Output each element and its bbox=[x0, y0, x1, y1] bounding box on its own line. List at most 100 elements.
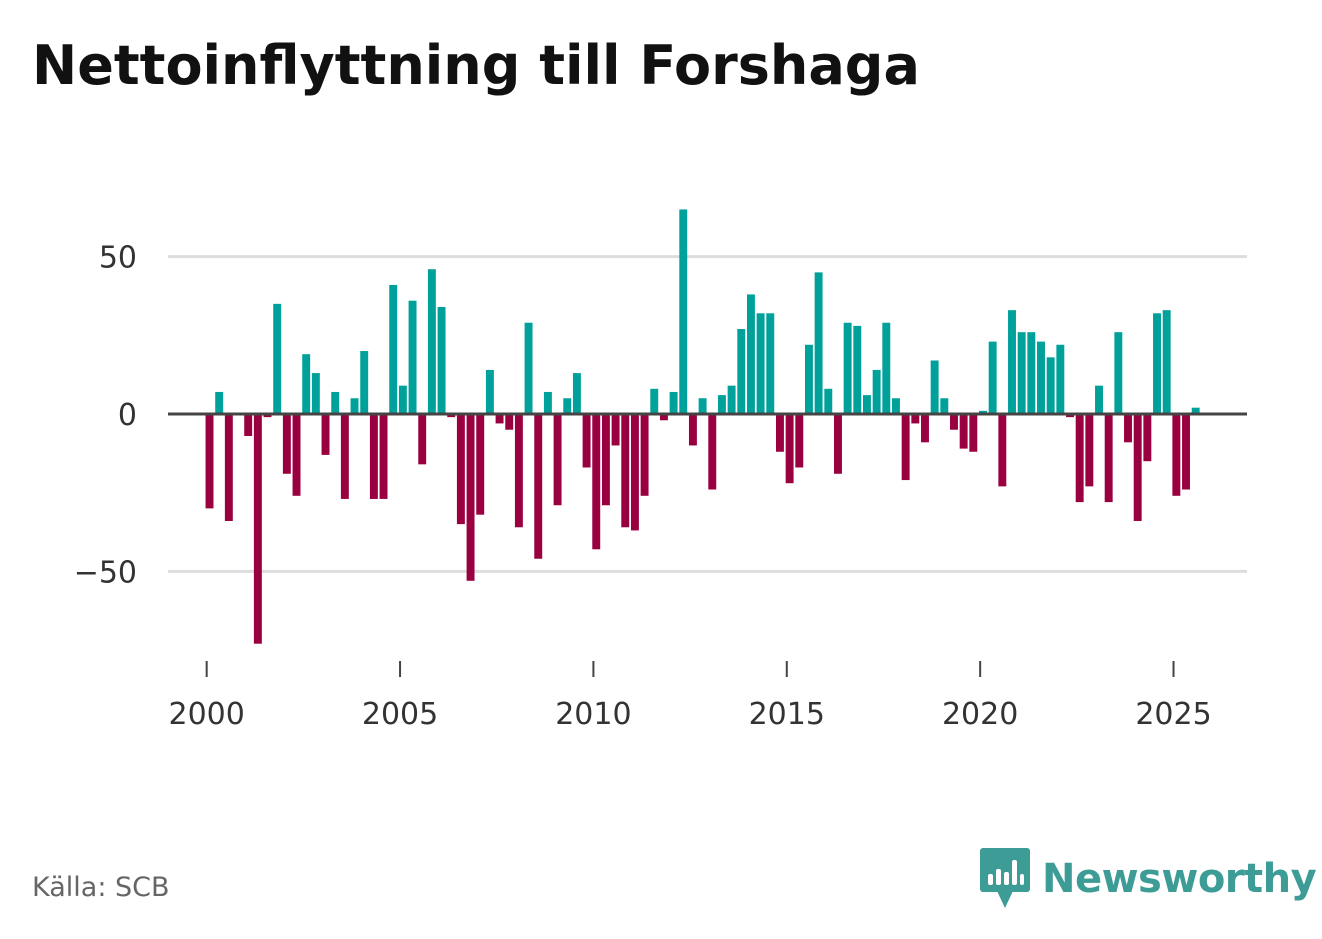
bar bbox=[630, 413, 639, 531]
x-tick-label: 2010 bbox=[555, 697, 631, 732]
bar bbox=[1114, 332, 1123, 414]
bar bbox=[1008, 310, 1016, 414]
bar bbox=[1075, 413, 1084, 503]
bar bbox=[708, 413, 717, 490]
x-tick-label: 2025 bbox=[1135, 697, 1211, 732]
bar bbox=[224, 413, 233, 521]
bar bbox=[418, 413, 427, 465]
bar bbox=[727, 385, 736, 414]
bar bbox=[1182, 413, 1190, 490]
bars bbox=[205, 209, 1200, 644]
bar bbox=[282, 413, 291, 474]
bar bbox=[1037, 341, 1045, 414]
bar bbox=[563, 398, 572, 414]
bar bbox=[476, 413, 485, 515]
bar bbox=[785, 413, 794, 484]
bar bbox=[331, 391, 340, 414]
bar bbox=[804, 344, 813, 414]
x-tick-label: 2015 bbox=[749, 697, 825, 732]
bar bbox=[911, 413, 920, 424]
bar bbox=[592, 413, 601, 550]
bar bbox=[795, 413, 804, 468]
axes: −50 0 50 2000 2005 2010 2015 2020 2025 bbox=[74, 241, 1247, 732]
bar bbox=[311, 373, 320, 414]
bar bbox=[398, 385, 407, 414]
bar bbox=[950, 413, 958, 430]
bar bbox=[930, 360, 939, 414]
bar bbox=[321, 413, 330, 455]
bar bbox=[901, 413, 910, 481]
bar bbox=[737, 329, 746, 414]
bar bbox=[1191, 407, 1200, 414]
x-tick-label: 2020 bbox=[942, 697, 1018, 732]
bar bbox=[717, 395, 726, 414]
bar bbox=[766, 313, 775, 414]
bar bbox=[988, 341, 997, 414]
bar bbox=[1066, 413, 1074, 418]
bar bbox=[244, 413, 253, 437]
chart-title: Nettoinflyttning till Forshaga bbox=[32, 34, 920, 97]
bar bbox=[892, 398, 900, 414]
bar bbox=[485, 369, 494, 414]
bar bbox=[853, 325, 862, 414]
x-tick-label: 2005 bbox=[362, 697, 438, 732]
bar bbox=[1172, 413, 1181, 496]
bar bbox=[408, 300, 417, 414]
bar bbox=[746, 294, 755, 414]
bar bbox=[456, 413, 465, 525]
bar bbox=[1162, 310, 1171, 414]
brand-name: Newsworthy bbox=[1042, 856, 1317, 902]
bar bbox=[524, 322, 533, 414]
y-tick-label: −50 bbox=[74, 555, 137, 590]
bar bbox=[1153, 313, 1161, 414]
bar bbox=[659, 413, 668, 421]
bar bbox=[447, 413, 456, 418]
bar bbox=[263, 413, 272, 418]
bar bbox=[959, 413, 968, 449]
bar bbox=[505, 413, 514, 430]
bar bbox=[862, 395, 871, 414]
bar bbox=[872, 369, 881, 414]
source-label: Källa: SCB bbox=[32, 872, 170, 903]
bar bbox=[1143, 413, 1152, 462]
bar bbox=[340, 413, 349, 499]
bar bbox=[940, 398, 949, 414]
bar bbox=[543, 391, 552, 414]
bar bbox=[350, 398, 359, 414]
bar bbox=[582, 413, 591, 468]
bar bbox=[273, 303, 282, 414]
bar bbox=[650, 388, 659, 414]
bar bbox=[921, 413, 929, 443]
bar bbox=[215, 391, 224, 414]
bar bbox=[824, 388, 833, 414]
bar bbox=[466, 413, 475, 581]
bar bbox=[253, 413, 262, 644]
bar bbox=[205, 413, 214, 509]
bar bbox=[495, 413, 504, 424]
bar bbox=[1104, 413, 1113, 503]
grid-lines bbox=[168, 255, 1247, 573]
bar bbox=[572, 373, 581, 414]
bar bbox=[688, 413, 697, 446]
bar bbox=[601, 413, 610, 506]
bar bbox=[553, 413, 562, 506]
bar bbox=[292, 413, 301, 496]
bar bbox=[979, 410, 987, 414]
bar bbox=[640, 413, 649, 496]
x-tick-label: 2000 bbox=[168, 697, 244, 732]
brand-logo[interactable]: Newsworthy bbox=[980, 848, 1317, 910]
bar bbox=[882, 322, 891, 414]
bar bbox=[1124, 413, 1132, 443]
bar bbox=[514, 413, 523, 528]
bar bbox=[534, 413, 543, 559]
bar bbox=[389, 284, 398, 414]
bar bbox=[969, 413, 978, 452]
bar bbox=[1046, 357, 1055, 414]
bar bbox=[437, 306, 446, 414]
y-tick-label: 50 bbox=[99, 241, 137, 276]
bar bbox=[1017, 332, 1026, 414]
bar bbox=[698, 398, 707, 414]
bar bbox=[427, 269, 436, 414]
newsworthy-logo-icon bbox=[980, 848, 1030, 908]
